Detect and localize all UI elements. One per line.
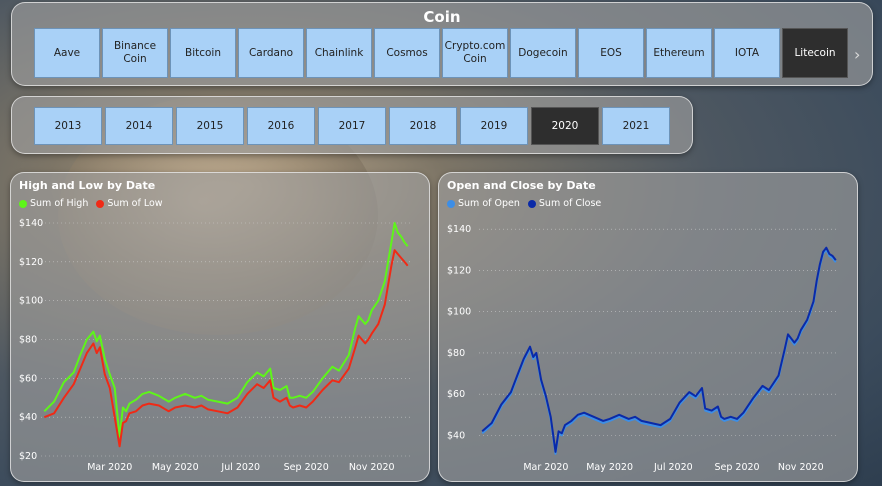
legend-item-open[interactable]: Sum of Open (447, 198, 520, 209)
year-tile-2019[interactable]: 2019 (460, 107, 528, 145)
x-tick-label: May 2020 (152, 462, 199, 473)
series-line-sum-of-high[interactable] (43, 222, 409, 438)
y-tick-label: $60 (447, 389, 465, 400)
coin-tile-crypto-com-coin[interactable]: Crypto.com Coin (442, 28, 508, 78)
x-tick-label: Mar 2020 (523, 462, 568, 473)
year-tile-2020[interactable]: 2020 (531, 107, 599, 145)
year-tile-2015[interactable]: 2015 (176, 107, 244, 145)
coin-tile-ethereum[interactable]: Ethereum (646, 28, 712, 78)
y-tick-label: $40 (19, 412, 37, 423)
year-tile-2021[interactable]: 2021 (602, 107, 670, 145)
y-tick-label: $40 (447, 430, 465, 441)
high-low-chart: $20 $40 $60 $80 $100 $120 $140 Mar 2020 May 2020… (19, 218, 411, 473)
legend-item-close[interactable]: Sum of Close (527, 198, 602, 209)
legend-dot (96, 199, 105, 208)
open-close-chart-panel: Open and Close by Date Sum of Open Sum o… (438, 172, 858, 482)
y-tick-label: $140 (19, 218, 43, 229)
y-tick-label: $20 (19, 451, 37, 462)
coin-tile-aave[interactable]: Aave (34, 28, 100, 78)
y-tick-label: $60 (19, 373, 37, 384)
coin-tile-binance-coin[interactable]: Binance Coin (102, 28, 168, 78)
x-tick-label: Jul 2020 (653, 462, 693, 473)
coin-slicer-title: Coin (423, 8, 461, 26)
coin-tile-eos[interactable]: EOS (578, 28, 644, 78)
y-tick-label: $80 (19, 335, 37, 346)
y-tick-label: $140 (447, 224, 471, 235)
coin-tile-chainlink[interactable]: Chainlink (306, 28, 372, 78)
x-tick-label: Nov 2020 (778, 462, 824, 473)
high-low-chart-panel: High and Low by Date Sum of High Sum of … (10, 172, 430, 482)
year-tile-2017[interactable]: 2017 (318, 107, 386, 145)
legend-dot (19, 199, 27, 208)
year-tile-2014[interactable]: 2014 (105, 107, 173, 145)
x-tick-label: Nov 2020 (349, 462, 395, 473)
legend-label: Sum of Open (458, 198, 520, 209)
year-slicer-panel: 2013 2014 2015 2016 2017 2018 2019 2020 2021 (11, 96, 693, 154)
y-tick-label: $120 (447, 265, 471, 276)
open-close-chart: $40 $60 $80 $100 $120 $140 Mar 2020 May 2020 Jul… (447, 224, 839, 473)
y-tick-label: $100 (19, 296, 43, 307)
legend-label: Sum of Low (107, 198, 163, 209)
series-line-sum-of-close[interactable] (481, 246, 837, 453)
x-tick-label: Sep 2020 (284, 462, 329, 473)
x-tick-label: May 2020 (586, 462, 633, 473)
x-tick-label: Mar 2020 (87, 462, 132, 473)
coin-tile-iota[interactable]: IOTA (714, 28, 780, 78)
legend-dot (447, 199, 455, 208)
x-tick-label: Sep 2020 (714, 462, 759, 473)
x-tick-label: Jul 2020 (220, 462, 260, 473)
coin-tile-bitcoin[interactable]: Bitcoin (170, 28, 236, 78)
year-tile-2018[interactable]: 2018 (389, 107, 457, 145)
chart-title: High and Low by Date (19, 179, 156, 192)
legend-item-low[interactable]: Sum of Low (96, 198, 163, 209)
coin-slicer-panel: Coin Aave Binance Coin Bitcoin Cardano Chain… (11, 2, 873, 86)
series-line-sum-of-open[interactable] (481, 248, 837, 455)
y-tick-label: $100 (447, 307, 471, 318)
chart-title: Open and Close by Date (447, 179, 596, 192)
year-tile-2016[interactable]: 2016 (247, 107, 315, 145)
year-tile-2013[interactable]: 2013 (34, 107, 102, 145)
coin-tile-dogecoin[interactable]: Dogecoin (510, 28, 576, 78)
coin-tile-cardano[interactable]: Cardano (238, 28, 304, 78)
coin-tile-litecoin[interactable]: Litecoin (782, 28, 848, 78)
chevron-right-icon[interactable]: › (854, 45, 861, 64)
chart-legend: Sum of Open Sum of Close (447, 198, 601, 209)
y-tick-label: $80 (447, 348, 465, 359)
legend-label: Sum of High (30, 198, 89, 209)
legend-dot (527, 199, 536, 208)
legend-label: Sum of Close (538, 198, 602, 209)
chart-legend: Sum of High Sum of Low (19, 198, 163, 209)
series-line-sum-of-low[interactable] (43, 249, 409, 448)
coin-tile-cosmos[interactable]: Cosmos (374, 28, 440, 78)
y-tick-label: $120 (19, 257, 43, 268)
legend-item-high[interactable]: Sum of High (19, 198, 88, 209)
